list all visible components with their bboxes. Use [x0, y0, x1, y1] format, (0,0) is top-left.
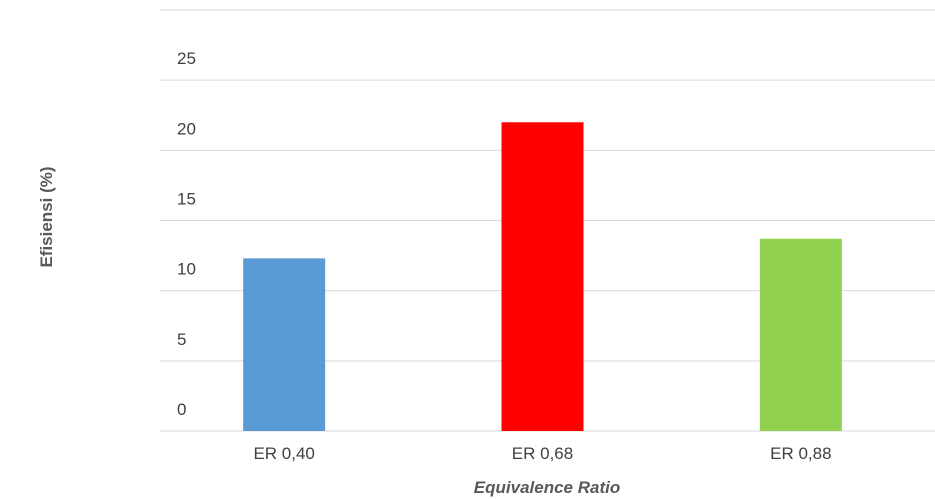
- x-tick-label: ER 0,88: [770, 444, 831, 463]
- y-tick-label: 25: [177, 49, 196, 68]
- y-tick-label: 15: [177, 190, 196, 209]
- y-tick-label: 0: [177, 400, 186, 419]
- y-tick-label: 10: [177, 260, 196, 279]
- y-tick-label: 5: [177, 330, 186, 349]
- bar: [759, 238, 842, 431]
- bars: [243, 122, 842, 432]
- y-axis-title: Efisiensi (%): [37, 166, 56, 267]
- y-tick-label: 20: [177, 119, 196, 138]
- x-axis-ticks: ER 0,40 ER 0,68 ER 0,88: [253, 444, 831, 463]
- x-axis-title: Equivalence Ratio: [474, 478, 620, 497]
- x-tick-label: ER 0,40: [253, 444, 314, 463]
- y-axis-ticks: 051015202530: [177, 49, 196, 419]
- bar: [243, 258, 326, 431]
- x-tick-label: ER 0,68: [512, 444, 573, 463]
- bar: [501, 122, 584, 432]
